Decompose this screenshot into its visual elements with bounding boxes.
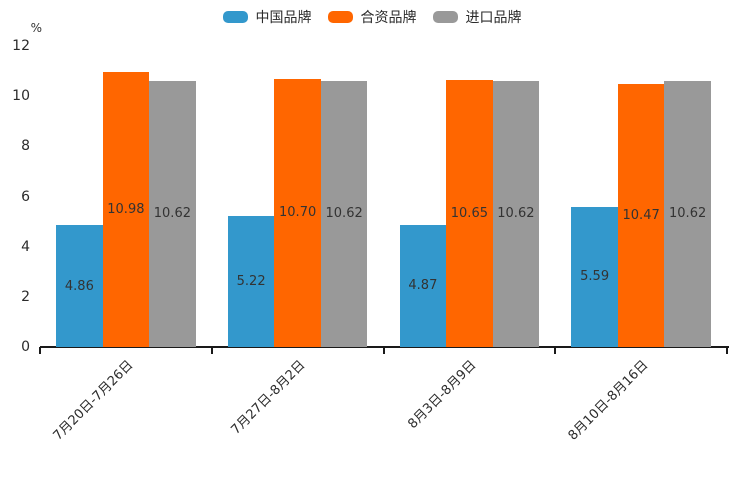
bar-value-label: 10.62 xyxy=(325,206,363,222)
bar-value-label: 5.22 xyxy=(236,274,266,290)
bar-进口品牌-0: 10.62 xyxy=(149,80,196,347)
y-axis-tick-label: 12 xyxy=(12,38,30,54)
legend-label: 中国品牌 xyxy=(255,10,312,26)
legend-item: 合资品牌 xyxy=(327,7,417,27)
legend-item: 中国品牌 xyxy=(222,7,312,27)
y-axis-tick-label: 0 xyxy=(21,339,30,355)
x-axis-line xyxy=(40,346,729,348)
bar-value-label: 10.65 xyxy=(450,205,488,221)
bar-value-label: 10.62 xyxy=(669,206,707,222)
bar-value-label: 4.86 xyxy=(64,278,94,294)
bar-value-label: 4.87 xyxy=(408,278,438,294)
bar-value-label: 10.62 xyxy=(153,206,191,222)
bar-中国品牌-2: 4.87 xyxy=(399,224,447,347)
x-axis-category-label: 8月3日-8月9日 xyxy=(405,357,480,432)
y-axis-unit-label: % xyxy=(30,21,42,35)
y-axis-tick-label: 10 xyxy=(12,88,30,105)
bar-value-label: 10.70 xyxy=(279,205,317,221)
x-axis-category-label: 7月20日-7月26日 xyxy=(50,357,137,444)
bar-进口品牌-3: 10.62 xyxy=(664,80,711,347)
y-axis-tick-label: 6 xyxy=(21,188,30,205)
x-axis-tick xyxy=(382,347,385,354)
legend-label: 进口品牌 xyxy=(465,10,522,26)
bar-合资品牌-2: 10.65 xyxy=(446,79,493,347)
y-axis-tick-label: 2 xyxy=(21,288,30,305)
legend-swatch-icon xyxy=(222,11,248,23)
x-axis-category-label: 8月10日-8月16日 xyxy=(565,357,652,444)
x-axis-tick xyxy=(726,347,728,354)
bar-合资品牌-1: 10.70 xyxy=(274,78,321,347)
bar-中国品牌-3: 5.59 xyxy=(571,206,618,347)
legend: 中国品牌 合资品牌 进口品牌 xyxy=(0,7,744,27)
legend-label: 合资品牌 xyxy=(360,10,417,26)
bar-value-label: 10.98 xyxy=(107,201,145,217)
legend-swatch-icon xyxy=(432,11,458,23)
bar-合资品牌-0: 10.98 xyxy=(102,71,150,347)
bar-中国品牌-0: 4.86 xyxy=(56,225,103,347)
bar-进口品牌-1: 10.62 xyxy=(320,80,368,347)
bar-value-label: 10.47 xyxy=(622,208,660,224)
bar-合资品牌-3: 10.47 xyxy=(617,84,665,347)
x-axis-tick xyxy=(39,347,41,354)
bar-中国品牌-1: 5.22 xyxy=(227,216,275,347)
bar-value-label: 5.59 xyxy=(580,269,610,285)
legend-swatch-icon xyxy=(327,11,353,23)
y-axis-tick-label: 8 xyxy=(21,138,30,155)
bar-进口品牌-2: 10.62 xyxy=(492,80,540,347)
x-axis-category-label: 7月27日-8月2日 xyxy=(228,357,309,438)
bar-value-label: 10.62 xyxy=(497,206,535,222)
x-axis-tick xyxy=(554,347,557,354)
legend-item: 进口品牌 xyxy=(432,7,522,27)
y-axis-tick-label: 4 xyxy=(21,238,30,255)
x-axis-tick xyxy=(210,347,213,354)
